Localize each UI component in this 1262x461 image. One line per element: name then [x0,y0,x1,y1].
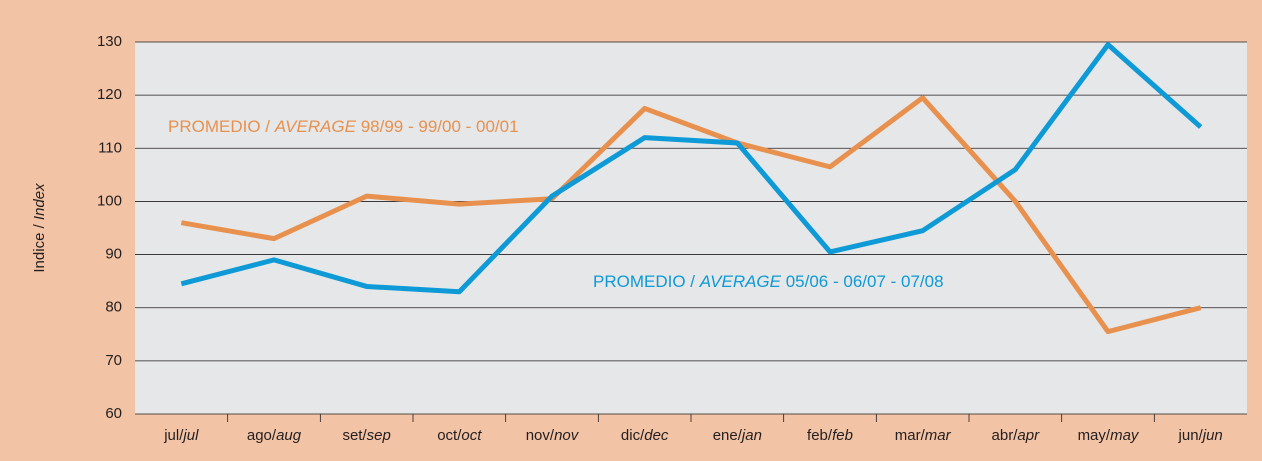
x-tick-label: may/may [1078,427,1140,444]
series-line [180,95,1202,335]
x-tick-label: jul/jul [163,427,199,444]
series-line [180,42,1203,295]
series-label: PROMEDIO / AVERAGE 98/99 - 99/00 - 00/01 [168,117,519,136]
y-axis-label: Indice / Index [31,183,48,273]
series-label: PROMEDIO / AVERAGE 05/06 - 06/07 - 07/08 [593,272,944,291]
y-tick-label: 130 [97,33,122,50]
y-tick-label: 100 [97,192,122,209]
y-tick-label: 90 [105,246,122,263]
y-tick-label: 70 [105,352,122,369]
x-tick-label: set/sep [342,427,390,444]
x-tick-label: oct/oct [437,427,482,444]
x-tick-label: dic/dec [621,427,669,444]
x-tick-label: nov/nov [526,427,580,444]
x-tick-label: ene/jan [713,427,762,444]
y-tick-label: 60 [105,405,122,422]
x-tick-label: feb/feb [807,427,853,444]
y-tick-label: 110 [98,139,122,156]
y-tick-label: 80 [105,299,122,316]
y-tick-label: 120 [97,86,122,103]
x-tick-label: ago/aug [247,427,302,444]
x-tick-label: jun/jun [1178,427,1223,444]
x-tick-label: mar/mar [895,427,952,444]
x-tick-label: abr/apr [992,427,1041,444]
